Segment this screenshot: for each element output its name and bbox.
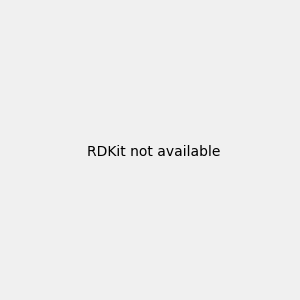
- Text: RDKit not available: RDKit not available: [87, 145, 220, 158]
